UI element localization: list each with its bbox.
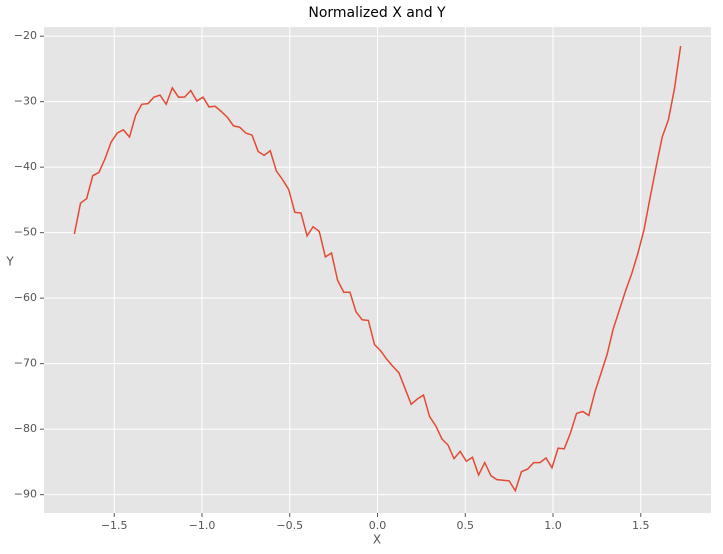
x-tick-label: 1.0 — [544, 519, 562, 532]
x-tick-label: −0.5 — [276, 519, 303, 532]
y-tick-label: −90 — [14, 488, 37, 501]
y-tick-label: −30 — [14, 95, 37, 108]
y-axis-label: Y — [5, 255, 14, 269]
x-tick-label: 0.5 — [457, 519, 475, 532]
y-tick-label: −60 — [14, 291, 37, 304]
y-tick-label: −40 — [14, 160, 37, 173]
x-tick-label: 0.0 — [369, 519, 387, 532]
data-line — [73, 45, 682, 493]
chart-title: Normalized X and Y — [308, 5, 446, 21]
y-tick-label: −80 — [14, 422, 37, 435]
y-tick-label: −50 — [14, 226, 37, 239]
y-tick-label: −20 — [14, 29, 37, 42]
x-tick-label: −1.0 — [189, 519, 216, 532]
x-tick-label: −1.5 — [101, 519, 128, 532]
x-tick-label: 1.5 — [632, 519, 650, 532]
y-tick-label: −70 — [14, 357, 37, 370]
x-axis-label: X — [373, 533, 381, 547]
